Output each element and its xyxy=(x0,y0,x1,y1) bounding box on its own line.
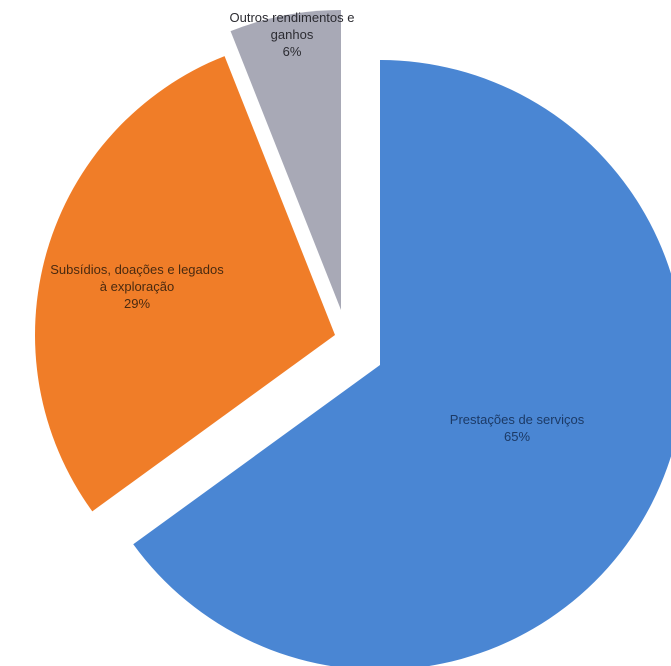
slice-name-line: à exploração xyxy=(100,279,174,294)
slice-value: 29% xyxy=(124,296,150,311)
slice-name-line: Prestações de serviços xyxy=(450,412,585,427)
pie-slice-2 xyxy=(35,56,335,512)
slice-name-line: ganhos xyxy=(271,27,314,42)
slice-label-2: Subsídios, doações e legados à exploração… xyxy=(50,262,224,311)
slice-name-line: Subsídios, doações e legados xyxy=(50,262,224,277)
slice-value: 6% xyxy=(283,44,302,59)
slice-name-line: Outros rendimentos e xyxy=(229,10,354,25)
pie-slice-1 xyxy=(133,60,671,666)
slices-layer xyxy=(35,10,671,666)
slice-value: 65% xyxy=(504,429,530,444)
pie-slice-3 xyxy=(230,10,341,310)
slice-label-1: Prestações de serviços 65% xyxy=(450,412,585,444)
slice-label-3: Outros rendimentos e ganhos 6% xyxy=(229,10,354,59)
labels-layer: Prestações de serviços 65% Subsídios, doaç… xyxy=(50,10,584,444)
